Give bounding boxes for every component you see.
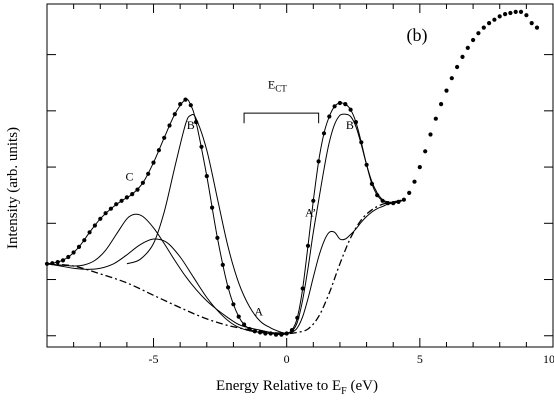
- ect-bracket: [243, 112, 320, 124]
- data-point: [508, 10, 513, 16]
- series-line-2: [46, 238, 287, 335]
- data-point: [497, 14, 502, 19]
- data-point: [529, 21, 534, 26]
- data-point: [503, 12, 508, 17]
- panel-label: (b): [407, 25, 428, 46]
- data-point: [439, 102, 444, 107]
- data-point: [433, 116, 438, 121]
- peak-label-text: E: [268, 77, 275, 91]
- data-point: [412, 179, 417, 184]
- data-point: [476, 31, 481, 36]
- data-point: [534, 25, 540, 30]
- series-line-6: [286, 199, 405, 334]
- axis-ticks: -5 0 5 10: [46, 4, 554, 366]
- peak-label-text: A: [254, 305, 263, 319]
- data-point: [449, 76, 454, 81]
- data-point: [428, 132, 433, 137]
- background-dashdot-line: [46, 199, 405, 335]
- y-axis-label: Intensity (arb. units): [5, 127, 21, 249]
- series-line-3: [46, 213, 287, 335]
- series-line-5: [286, 113, 405, 334]
- data-point: [460, 54, 465, 60]
- peak-label-text: B’: [346, 118, 358, 132]
- x-axis-label: Energy Relative to EF (eV): [216, 378, 378, 397]
- data-point: [492, 17, 497, 22]
- data-point: [455, 64, 460, 70]
- data-point: [465, 45, 470, 51]
- data-point: [417, 165, 422, 170]
- data-point: [481, 25, 486, 30]
- x-tick-label: 5: [417, 352, 423, 366]
- data-point: [524, 13, 529, 18]
- x-tick-label: 10: [543, 352, 554, 366]
- peak-label-subscript: CT: [275, 83, 287, 93]
- peak-label: ECT: [268, 77, 287, 93]
- data-point: [407, 190, 412, 195]
- plot-area: A B C A’ B’ ECT: [44, 9, 540, 337]
- x-axis-label-main: Energy Relative to E: [216, 378, 341, 394]
- peak-label: C: [126, 170, 134, 184]
- x-tick-label: 0: [284, 352, 290, 366]
- series-line-4: [126, 113, 287, 334]
- data-point: [423, 149, 428, 154]
- peak-label: B: [187, 118, 195, 132]
- data-point: [513, 9, 518, 14]
- peak-label-text: C: [126, 170, 134, 184]
- data-point: [471, 37, 476, 43]
- data-point: [487, 21, 492, 26]
- x-tick-label: -5: [149, 352, 159, 366]
- data-point: [178, 102, 183, 107]
- data-point: [444, 88, 449, 93]
- peak-label: A: [254, 305, 263, 319]
- data-point: [518, 9, 524, 14]
- peak-label: B’: [346, 118, 358, 132]
- x-axis-label-subscript: F: [341, 386, 347, 397]
- peak-label: A’: [305, 206, 316, 220]
- peak-label-text: B: [187, 118, 195, 132]
- data-point: [401, 197, 406, 202]
- x-axis-label-unit: (eV): [347, 378, 378, 394]
- plot-frame: [46, 3, 554, 348]
- peak-label-text: A’: [305, 206, 316, 220]
